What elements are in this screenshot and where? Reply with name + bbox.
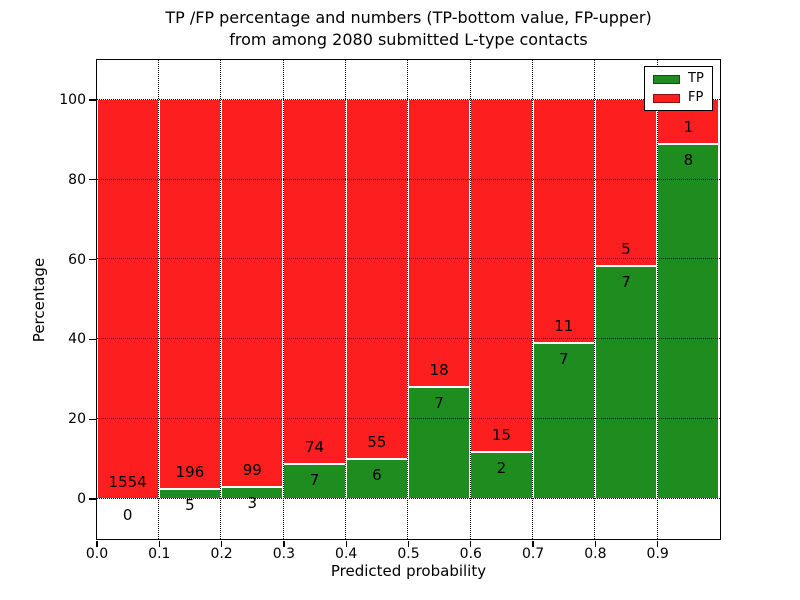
x-tick-mark: [283, 540, 285, 547]
x-axis-label: Predicted probability: [330, 562, 487, 580]
gridlines-layer: [96, 59, 720, 539]
bar-segment-tp: [657, 143, 720, 499]
bar-segment-fp: [96, 99, 159, 499]
legend-entry: FP: [653, 91, 704, 105]
tp-count-label: 3: [247, 493, 258, 512]
x-tick-label: 0.7: [521, 546, 545, 562]
fp-count-label: 196: [175, 462, 205, 481]
y-tick-mark: [89, 418, 96, 420]
tp-count-label: 2: [496, 458, 507, 477]
bar-segment-fp: [345, 99, 408, 460]
y-tick-mark: [89, 338, 96, 341]
x-gridline: [282, 59, 284, 539]
x-gridline: [345, 59, 346, 539]
x-tick-mark: [657, 540, 659, 547]
bar-count-labels-layer: 1554 0 196 5 99 3 74 7 55 6 18 7 15 2 11 7 5 7 1 8: [97, 60, 720, 539]
x-tick-mark: [345, 540, 347, 547]
bar-segment-fp: [594, 99, 658, 266]
fp-count-label: 1554: [108, 472, 147, 491]
plot-area: 1554 0 196 5 99 3 74 7 55 6 18 7 15 2 11 7 5 7 1 8: [95, 58, 721, 540]
x-tick-mark: [407, 540, 410, 547]
y-tick-mark: [89, 498, 96, 500]
bar-segment-fp: [470, 99, 533, 452]
x-tick-label: 0.4: [335, 546, 358, 562]
legend: TP FP: [644, 66, 713, 111]
x-tick-mark: [96, 540, 98, 547]
x-gridline: [407, 59, 409, 539]
x-tick-mark: [594, 540, 597, 547]
x-tick-label: 0.0: [85, 546, 109, 562]
y-tick-label: 60: [68, 251, 86, 268]
fp-count-label: 5: [621, 239, 631, 258]
tp-count-label: 5: [185, 495, 195, 514]
fp-legend-swatch: [653, 93, 680, 103]
tp-count-label: 8: [683, 150, 694, 169]
tp-count-label: 0: [122, 505, 133, 524]
chart-title-line-2: from among 2080 submitted L-type contact…: [229, 30, 588, 49]
fp-legend-label: FP: [688, 90, 704, 105]
x-tick-mark: [532, 540, 534, 547]
tp-legend-swatch: [653, 74, 680, 84]
x-tick-label: 0.9: [646, 546, 669, 562]
tp-count-label: 7: [621, 272, 631, 291]
legend-entry: TP: [653, 72, 704, 86]
x-gridline: [469, 59, 471, 539]
x-gridline: [594, 59, 596, 539]
fp-count-label: 15: [491, 425, 511, 444]
bar-segment-fp: [532, 99, 595, 344]
x-tick-label: 0.6: [459, 546, 482, 562]
fp-count-label: 74: [305, 438, 325, 457]
y-tick-label: 0: [77, 491, 86, 508]
y-axis-label: Percentage: [30, 257, 48, 343]
fp-count-label: 1: [683, 117, 694, 136]
x-gridline: [158, 59, 160, 539]
bar-segment-fp: [158, 99, 222, 489]
bar-segment-fp: [221, 99, 284, 487]
tp-count-label: 7: [434, 393, 444, 412]
fp-count-label: 55: [367, 433, 387, 452]
y-tick-mark: [89, 258, 96, 261]
y-tick-label: 40: [68, 331, 86, 348]
x-tick-label: 0.5: [397, 546, 420, 562]
x-gridline: [531, 59, 533, 539]
tp-count-label: 7: [558, 350, 569, 369]
bar-segment-tp: [408, 386, 471, 499]
fp-count-label: 99: [242, 460, 262, 479]
x-tick-mark: [220, 540, 223, 547]
y-tick-mark: [89, 99, 96, 101]
x-tick-label: 0.2: [210, 546, 233, 562]
x-tick-label: 0.3: [272, 546, 296, 562]
y-tick-mark: [89, 179, 96, 181]
bar-segment-fp: [283, 99, 346, 465]
x-tick-label: 0.8: [584, 546, 607, 562]
fp-count-label: 11: [554, 317, 574, 336]
bar-segment-tp: [532, 343, 595, 499]
x-tick-label: 0.1: [148, 546, 171, 562]
tp-count-label: 6: [372, 466, 382, 485]
x-gridline: [656, 59, 658, 539]
tp-legend-label: TP: [688, 71, 704, 86]
x-tick-mark: [470, 540, 472, 547]
y-tick-label: 80: [68, 171, 86, 188]
tp-count-label: 7: [309, 471, 320, 490]
fp-count-label: 18: [429, 360, 449, 379]
chart-title-line-1: TP /FP percentage and numbers (TP-bottom…: [165, 8, 652, 27]
x-tick-mark: [158, 540, 160, 547]
y-tick-label: 100: [59, 91, 86, 108]
y-tick-label: 20: [68, 411, 86, 428]
x-gridline: [220, 59, 222, 539]
